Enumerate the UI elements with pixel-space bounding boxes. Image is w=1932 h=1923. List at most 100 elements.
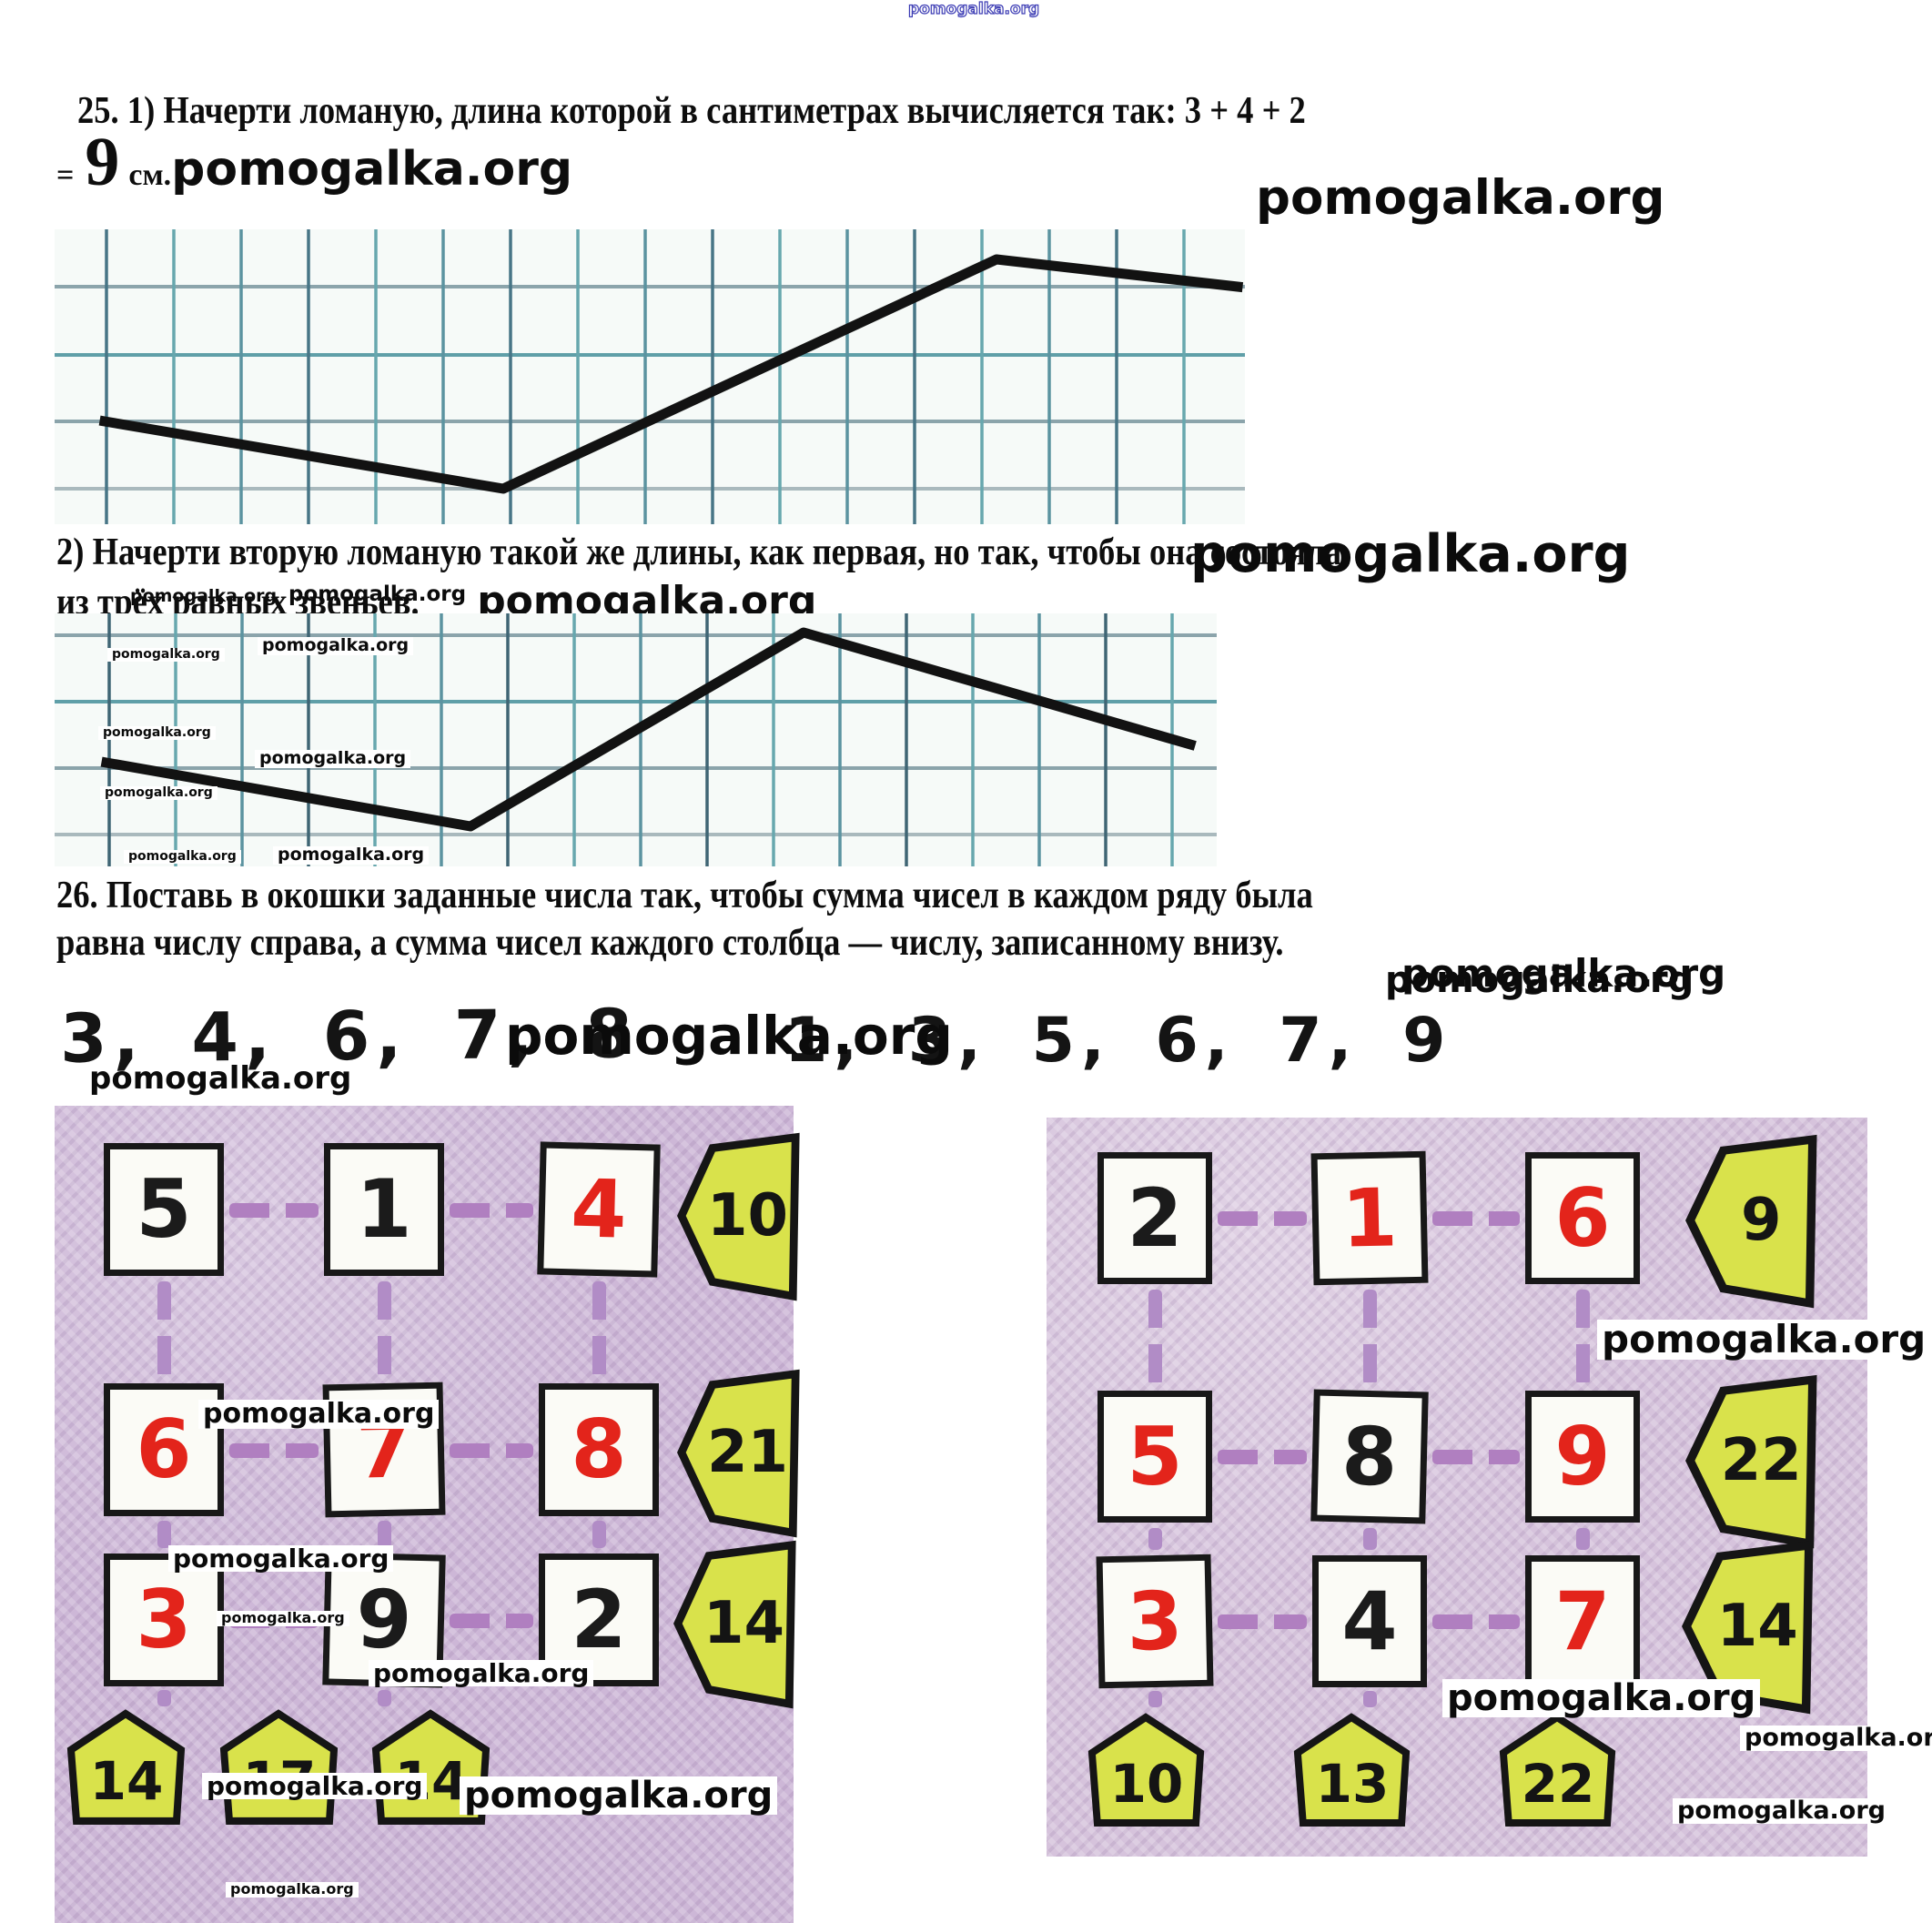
puzzle-cell: 7 (1525, 1555, 1640, 1687)
watermark: pomogalka.org (198, 1400, 440, 1429)
watermark: pomogalka.org (1190, 524, 1631, 584)
watermark: pomogalka.org (124, 850, 241, 864)
cell-digit: 5 (1127, 1409, 1183, 1503)
tag-shape (1685, 1374, 1817, 1549)
puzzle-cell: 8 (539, 1383, 659, 1516)
watermark: pomogalka.org (505, 1005, 953, 1067)
connector (378, 1521, 391, 1548)
column-sum-tag: 22 (1498, 1713, 1618, 1827)
connector (1576, 1290, 1590, 1385)
puzzle-cell: 4 (1312, 1555, 1427, 1687)
tag-shape (677, 1369, 800, 1538)
connector (1218, 1614, 1307, 1629)
puzzle-cell: 2 (539, 1554, 659, 1686)
connector (450, 1614, 533, 1628)
watermark: pomogalka.org (1385, 959, 1694, 1001)
watermark: pomogalka.org (1256, 170, 1665, 226)
connector (229, 1203, 319, 1218)
connector (378, 1281, 391, 1378)
equals-sign: = (56, 158, 75, 192)
watermark: pomogalka.org (1740, 1725, 1932, 1752)
squared-paper-grid-1 (55, 229, 1245, 524)
cell-digit: 4 (1341, 1574, 1398, 1668)
cell-digit: 3 (1126, 1573, 1184, 1669)
watermark: pomogalka.org (1401, 951, 1726, 996)
cell-digit: 6 (136, 1402, 192, 1496)
connector (229, 1443, 319, 1458)
watermark: pomogalka.org (1442, 1679, 1761, 1717)
paper-background (55, 229, 1245, 524)
cell-digit: 9 (1554, 1409, 1611, 1503)
problem-25-heading-line2: = 9 см. pomogalka.org (56, 127, 572, 197)
cell-digit: 2 (571, 1573, 627, 1666)
watermark: pomogalka.org (258, 636, 414, 655)
column-sum-tag: 14 (370, 1709, 492, 1826)
watermark: pomogalka.org (171, 142, 573, 197)
cell-digit: 6 (1554, 1170, 1611, 1265)
watermark: pomogalka.org (98, 726, 216, 740)
connector (157, 1281, 171, 1378)
puzzle-cell: 1 (1310, 1150, 1429, 1286)
house-shape (1087, 1713, 1205, 1827)
cell-digit: 9 (355, 1572, 413, 1667)
grid-lines (55, 613, 1217, 866)
cell-digit: 8 (1340, 1408, 1399, 1504)
connector (1363, 1691, 1377, 1707)
puzzle-cell: 3 (1096, 1554, 1214, 1689)
column-sum-tag: 17 (218, 1709, 340, 1826)
puzzle-cell: 2 (1097, 1152, 1212, 1284)
watermark: pomogalka.org (126, 587, 282, 606)
problem-26-line2: равна числу справа, а сумма чисел каждог… (56, 922, 1284, 964)
watermark: pomogalka.org (907, 0, 1040, 18)
connector (1148, 1290, 1162, 1385)
watermark: pomogalka.org (1597, 1319, 1931, 1361)
cell-digit: 5 (136, 1162, 192, 1256)
column-sum-value: 14 (89, 1749, 164, 1812)
connector (1576, 1528, 1590, 1550)
watermark: pomogalka.org (460, 1776, 778, 1815)
watermark: pomogalka.org (217, 1610, 349, 1626)
watermark: pomogalka.org (107, 648, 225, 662)
puzzle-cell: 9 (1525, 1391, 1640, 1523)
column-sum-tag: 13 (1292, 1713, 1412, 1827)
house-shape (1293, 1713, 1411, 1827)
puzzle-cell: 3 (104, 1554, 224, 1686)
connector (450, 1443, 533, 1458)
cm-label: см. (128, 158, 172, 192)
connector (1432, 1211, 1520, 1226)
row-sum-tag: 21 (677, 1365, 801, 1540)
cell-digit: 4 (570, 1161, 628, 1257)
grid-lines (55, 229, 1245, 524)
watermark: pomogalka.org (1673, 1797, 1890, 1825)
row-sum-value: 9 (1740, 1187, 1782, 1254)
column-sum-value: 17 (218, 1709, 340, 1826)
connector (1432, 1614, 1520, 1629)
puzzle-cell: 4 (537, 1141, 661, 1278)
paper-background (55, 613, 1217, 866)
cell-digit: 1 (356, 1162, 412, 1256)
row-sum-value: 14 (1716, 1593, 1798, 1660)
connector (1148, 1691, 1162, 1707)
watermark: pomogalka.org (255, 749, 411, 768)
connector (1363, 1290, 1377, 1385)
cell-digit: 8 (571, 1402, 627, 1496)
problem-25-heading-line1: 25. 1) Начерти ломаную, длина которой в … (77, 90, 1306, 132)
watermark: pomogalka.org (100, 786, 217, 800)
connector (1363, 1528, 1377, 1550)
squared-paper-grid-2 (55, 613, 1217, 866)
column-sum-tag: 14 (66, 1709, 187, 1826)
watermark: pomogalka.org (226, 1881, 359, 1898)
watermark: pomogalka.org (369, 1660, 594, 1686)
connector (157, 1521, 171, 1548)
problem-26-line1: 26. Поставь в окошки заданные числа так,… (56, 875, 1313, 916)
watermark: pomogalka.org (168, 1545, 394, 1572)
connector (592, 1281, 606, 1378)
tag-shape (673, 1540, 796, 1709)
puzzle-cell: 5 (1097, 1391, 1212, 1523)
connector (1432, 1450, 1520, 1464)
broken-line-2 (100, 627, 1197, 832)
row-sum-value: 21 (706, 1419, 789, 1486)
connector (378, 1690, 391, 1706)
watermark: pomogalka.org (202, 1773, 428, 1799)
